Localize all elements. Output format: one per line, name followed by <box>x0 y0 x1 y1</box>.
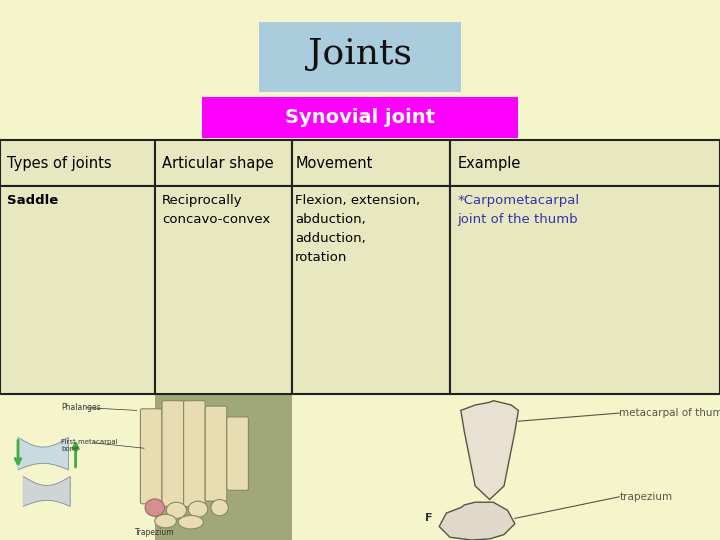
Text: Types of joints: Types of joints <box>7 156 112 171</box>
Text: *Carpometacarpal
joint of the thumb: *Carpometacarpal joint of the thumb <box>457 194 580 226</box>
Ellipse shape <box>189 501 208 517</box>
Ellipse shape <box>145 499 165 516</box>
FancyBboxPatch shape <box>155 394 292 540</box>
Polygon shape <box>18 437 68 470</box>
Ellipse shape <box>155 514 176 528</box>
FancyBboxPatch shape <box>0 394 292 540</box>
Text: Flexion, extension,
abduction,
adduction,
rotation: Flexion, extension, abduction, adduction… <box>295 194 420 265</box>
Text: F: F <box>425 514 432 523</box>
FancyBboxPatch shape <box>205 406 227 501</box>
Ellipse shape <box>145 500 164 516</box>
Text: Example: Example <box>457 156 521 171</box>
Text: Joints: Joints <box>308 37 412 71</box>
Ellipse shape <box>211 500 228 516</box>
FancyBboxPatch shape <box>292 186 450 394</box>
FancyBboxPatch shape <box>184 401 205 507</box>
FancyBboxPatch shape <box>202 97 518 138</box>
FancyBboxPatch shape <box>450 140 720 186</box>
FancyBboxPatch shape <box>162 401 184 507</box>
FancyBboxPatch shape <box>0 186 155 394</box>
Polygon shape <box>439 502 515 540</box>
FancyBboxPatch shape <box>292 140 450 186</box>
FancyBboxPatch shape <box>0 140 155 186</box>
Polygon shape <box>461 401 518 500</box>
Text: Phalanges: Phalanges <box>61 403 101 412</box>
Text: Articular shape: Articular shape <box>162 156 274 171</box>
Text: metacarpal of thumb: metacarpal of thumb <box>619 408 720 418</box>
FancyBboxPatch shape <box>450 186 720 394</box>
Text: Reciprocally
concavo-convex: Reciprocally concavo-convex <box>162 194 270 226</box>
Text: Trapezium: Trapezium <box>135 528 175 537</box>
Polygon shape <box>23 477 71 507</box>
FancyBboxPatch shape <box>155 186 292 394</box>
Text: trapezium: trapezium <box>619 492 672 502</box>
Text: Synovial joint: Synovial joint <box>285 108 435 127</box>
FancyBboxPatch shape <box>140 409 162 504</box>
Text: Saddle: Saddle <box>7 194 58 207</box>
FancyBboxPatch shape <box>292 394 720 540</box>
Text: Movement: Movement <box>295 156 372 171</box>
Ellipse shape <box>179 515 204 529</box>
FancyBboxPatch shape <box>227 417 248 490</box>
FancyBboxPatch shape <box>155 140 292 186</box>
Text: First metacarpal
bone: First metacarpal bone <box>61 439 118 452</box>
FancyBboxPatch shape <box>259 22 461 92</box>
Ellipse shape <box>166 502 186 518</box>
